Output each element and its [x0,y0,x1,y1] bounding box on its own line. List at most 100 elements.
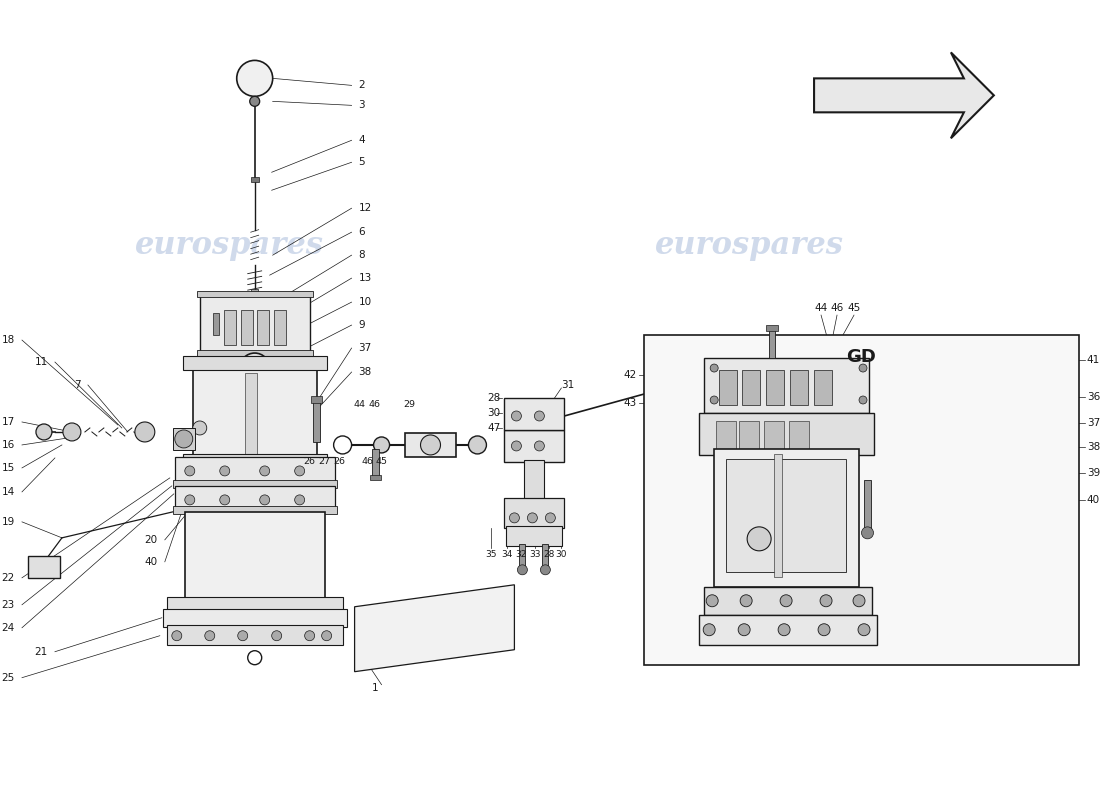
Bar [28,556,59,578]
Circle shape [420,435,440,455]
Circle shape [250,96,260,106]
Text: 8: 8 [359,250,365,260]
Circle shape [220,466,230,476]
Bar [173,428,195,450]
Bar [372,449,378,477]
Text: 21: 21 [35,646,48,657]
Circle shape [469,436,486,454]
Bar [814,370,832,405]
Bar [192,370,317,458]
Circle shape [272,630,282,641]
Circle shape [192,421,207,435]
Bar [274,310,286,345]
Text: 47: 47 [487,423,500,433]
Bar [200,293,309,353]
Bar [790,370,808,405]
Circle shape [818,624,830,636]
Bar [310,396,321,403]
Text: 37: 37 [1087,418,1100,428]
Circle shape [740,594,752,606]
Circle shape [852,594,865,606]
Circle shape [711,364,718,372]
Circle shape [185,466,195,476]
Text: 38: 38 [359,367,372,377]
Bar [766,325,778,331]
Circle shape [321,630,331,641]
Bar [716,421,736,449]
Text: 46: 46 [362,458,374,466]
Bar [505,398,564,430]
Bar [167,625,342,645]
Circle shape [295,495,305,505]
Text: 41: 41 [1087,355,1100,365]
Circle shape [509,513,519,523]
Bar [769,330,776,358]
Text: eurospares: eurospares [135,230,324,261]
Text: 44: 44 [814,303,827,313]
Circle shape [706,594,718,606]
Text: 1: 1 [372,682,378,693]
Text: 31: 31 [561,380,574,390]
Text: 7: 7 [75,380,81,390]
Text: 39: 39 [1087,468,1100,478]
Circle shape [780,594,792,606]
Circle shape [823,337,835,349]
Circle shape [172,630,182,641]
Bar [183,454,327,460]
Circle shape [535,441,544,451]
Bar [700,413,874,455]
Circle shape [238,630,248,641]
Circle shape [205,630,214,641]
Polygon shape [814,52,994,138]
Circle shape [517,565,527,574]
Text: 46: 46 [368,401,381,410]
Text: 38: 38 [1087,442,1100,452]
Text: 43: 43 [623,398,636,408]
Bar [234,367,275,375]
Circle shape [834,339,845,350]
Bar [764,421,784,449]
Circle shape [175,430,192,448]
Circle shape [185,495,195,505]
Bar [542,544,549,568]
Bar [256,310,268,345]
Text: 16: 16 [2,440,15,450]
Bar [251,178,258,182]
Bar [789,421,810,449]
Text: 11: 11 [35,357,48,367]
Text: 35: 35 [486,550,497,559]
Circle shape [861,527,873,539]
Circle shape [778,624,790,636]
Circle shape [703,624,715,636]
Circle shape [135,422,155,442]
Circle shape [240,353,270,383]
Bar [525,460,544,500]
Bar [251,289,258,297]
Bar [505,498,564,528]
Bar [505,430,564,462]
Bar [173,480,337,488]
Text: 26: 26 [333,458,345,466]
Bar [719,370,737,405]
Text: 45: 45 [847,303,860,313]
Bar [185,512,324,600]
Text: 30: 30 [487,408,500,418]
Bar [163,609,346,626]
Circle shape [527,513,538,523]
Bar [774,454,782,577]
Circle shape [747,527,771,551]
Text: 36: 36 [1087,392,1100,402]
Text: 28: 28 [543,550,556,559]
Bar [175,486,334,510]
Text: 37: 37 [359,343,372,353]
Polygon shape [354,585,515,672]
Bar [312,402,320,442]
Bar [645,335,1079,665]
Circle shape [711,396,718,404]
Text: 6: 6 [359,227,365,237]
Circle shape [821,594,832,606]
Text: 10: 10 [359,297,372,307]
Text: 25: 25 [2,673,15,682]
Bar [766,370,784,405]
Bar [519,544,526,568]
